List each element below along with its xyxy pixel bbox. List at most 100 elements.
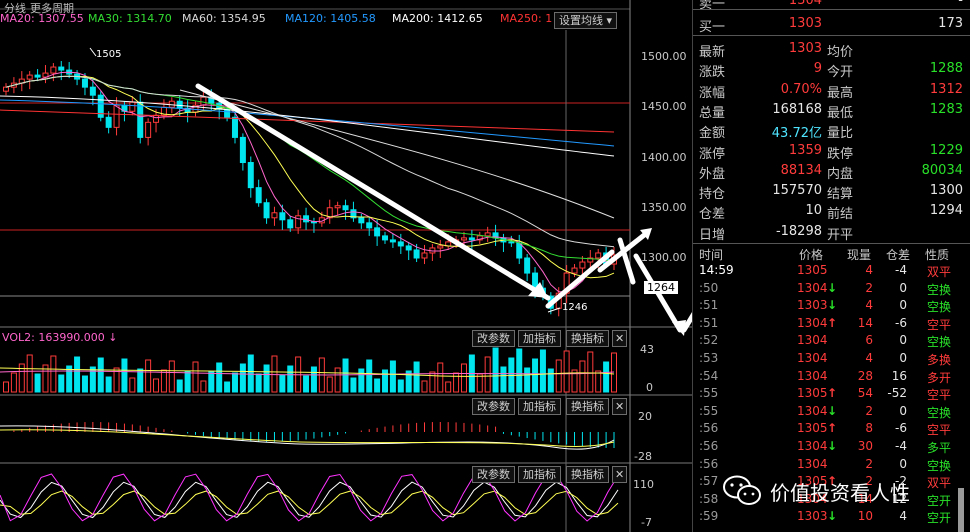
menu-item-fenxian[interactable]: 分线 [4, 2, 26, 15]
volume-bar [34, 373, 41, 393]
candle-body [579, 261, 586, 269]
vol-change-params-button[interactable]: 改参数 [472, 330, 515, 347]
quote-label: 量比 [827, 126, 854, 142]
trade-volume: 4 [865, 263, 873, 277]
trade-time: :57 [699, 474, 719, 489]
set-ma-button[interactable]: 设置均线 ▾ [554, 12, 618, 29]
trade-arrow-icon: ↑ [827, 474, 838, 489]
vol-tick: 0 [646, 381, 653, 394]
trade-row[interactable]: :56 1304 ↓ 30 -4 多平 [693, 438, 963, 455]
trade-row[interactable]: :59 1303 ↓ 10 4 空开 [693, 508, 963, 525]
volume-bar [145, 359, 152, 393]
trades-header: 时间 价格 现量 仓差 性质 [693, 245, 963, 262]
volume-bar [555, 359, 562, 393]
volume-bar [492, 347, 499, 393]
candle-body [382, 235, 389, 241]
quote-label: 持仓 [699, 187, 726, 203]
candle-body [255, 187, 262, 204]
candle-body [153, 114, 160, 123]
trade-arrow-icon: ↓ [827, 403, 838, 418]
trade-nature: 空换 [927, 458, 952, 473]
trades-col-nature: 性质 [925, 248, 950, 262]
kdj-close-button[interactable]: ✕ [612, 466, 628, 483]
trade-price: 1303 [797, 509, 828, 524]
candle-body [105, 116, 112, 128]
candle-body [224, 108, 231, 118]
trade-volume: 10 [857, 509, 873, 524]
volume-bar [18, 363, 25, 393]
trade-row[interactable]: :51 1303 ↓ 4 0 空换 [693, 297, 963, 314]
trade-time: :51 [699, 298, 719, 313]
trade-volume: 28 [857, 368, 873, 383]
trades-scrollbar[interactable] [958, 488, 964, 532]
quote-label: 仓差 [699, 207, 726, 223]
price-tick: 1500.00 [641, 50, 687, 63]
trade-row[interactable]: :54 1304 28 16 多开 [693, 368, 963, 385]
quote-label: 涨幅 [699, 85, 726, 101]
trade-row[interactable]: :56 1304 2 0 空换 [693, 456, 963, 473]
trade-time: :51 [699, 315, 719, 330]
volume-bar [445, 381, 452, 393]
vol-close-button[interactable]: ✕ [612, 330, 628, 347]
volume-bar [303, 375, 310, 393]
trade-row[interactable]: :55 1305 ↑ 54 -52 空平 [693, 385, 963, 402]
macd-close-button[interactable]: ✕ [612, 398, 628, 415]
price-tick: 1300.00 [641, 251, 687, 264]
trade-time: :56 [699, 421, 719, 436]
trade-row[interactable]: :50 1304 ↓ 2 0 空换 [693, 280, 963, 297]
volume-bar [532, 358, 539, 393]
trade-arrow-icon: ↓ [827, 439, 838, 453]
macd-change-params-button[interactable]: 改参数 [472, 398, 515, 415]
volume-bar [571, 369, 578, 393]
volume-bar [397, 379, 404, 393]
vol-add-indicator-button[interactable]: 加指标 [518, 330, 561, 347]
volume-bar [326, 376, 333, 393]
quote-value: 1294 [929, 203, 963, 219]
candle-body [113, 104, 120, 128]
candle-body [137, 101, 144, 138]
trade-nature: 多平 [927, 441, 952, 455]
quote-label: 涨停 [699, 146, 726, 162]
high-pointer [89, 47, 97, 57]
trade-row[interactable]: :53 1304 4 0 多换 [693, 350, 963, 367]
kdj-change-params-button[interactable]: 改参数 [472, 466, 515, 483]
volume-bar [382, 369, 389, 393]
candle-body [271, 212, 278, 219]
trade-row[interactable]: :57 1305 ↑ 2 -2 双平 [693, 473, 963, 490]
volume-bar [413, 361, 420, 393]
kdj-switch-indicator-button[interactable]: 换指标 [566, 466, 609, 483]
trade-row[interactable]: 14:59 1305 4 -4 双平 [693, 262, 963, 279]
quote-value: 1229 [929, 142, 963, 158]
quote-value: 88134 [780, 162, 822, 178]
vol-switch-indicator-button[interactable]: 换指标 [566, 330, 609, 347]
trade-row[interactable]: :55 1304 ↓ 2 0 空换 [693, 403, 963, 420]
volume-bar [516, 348, 523, 393]
divider [693, 243, 970, 244]
trade-time: :53 [699, 351, 719, 365]
trades-col-volume: 现量 [847, 248, 872, 262]
trade-price: 1304 [797, 315, 828, 330]
volume-bar [192, 361, 199, 393]
quote-row: 总量 168168 最低 1283 [693, 99, 967, 121]
volume-bar [176, 379, 183, 393]
candle-body [50, 66, 57, 74]
quote-label: 外盘 [699, 166, 726, 182]
kdj-add-indicator-button[interactable]: 加指标 [518, 466, 561, 483]
candle-body [571, 267, 578, 274]
kline-chart-area[interactable]: 分线 更多周期 MA20: 1307.55 MA30: 1314.70 MA60… [0, 0, 692, 532]
trade-row[interactable]: :51 1304 ↑ 14 -6 空平 [693, 315, 963, 332]
trade-row[interactable]: :52 1304 6 0 空换 [693, 332, 963, 349]
menu-item-more-periods[interactable]: 更多周期 [30, 2, 74, 15]
sell1-label: 卖一 [699, 0, 726, 12]
trade-volume: 2 [865, 456, 873, 471]
macd-switch-indicator-button[interactable]: 换指标 [566, 398, 609, 415]
kdj-j-line [0, 473, 619, 522]
trade-time: 14:59 [699, 263, 734, 277]
candle-body [176, 100, 183, 109]
candle-body [460, 237, 467, 241]
trade-row[interactable]: :58 1304 14 12 空开 [693, 491, 963, 508]
macd-add-indicator-button[interactable]: 加指标 [518, 398, 561, 415]
trade-price: 1305 [797, 263, 828, 277]
divider [693, 35, 970, 36]
trade-row[interactable]: :56 1305 ↑ 8 -6 空平 [693, 420, 963, 437]
